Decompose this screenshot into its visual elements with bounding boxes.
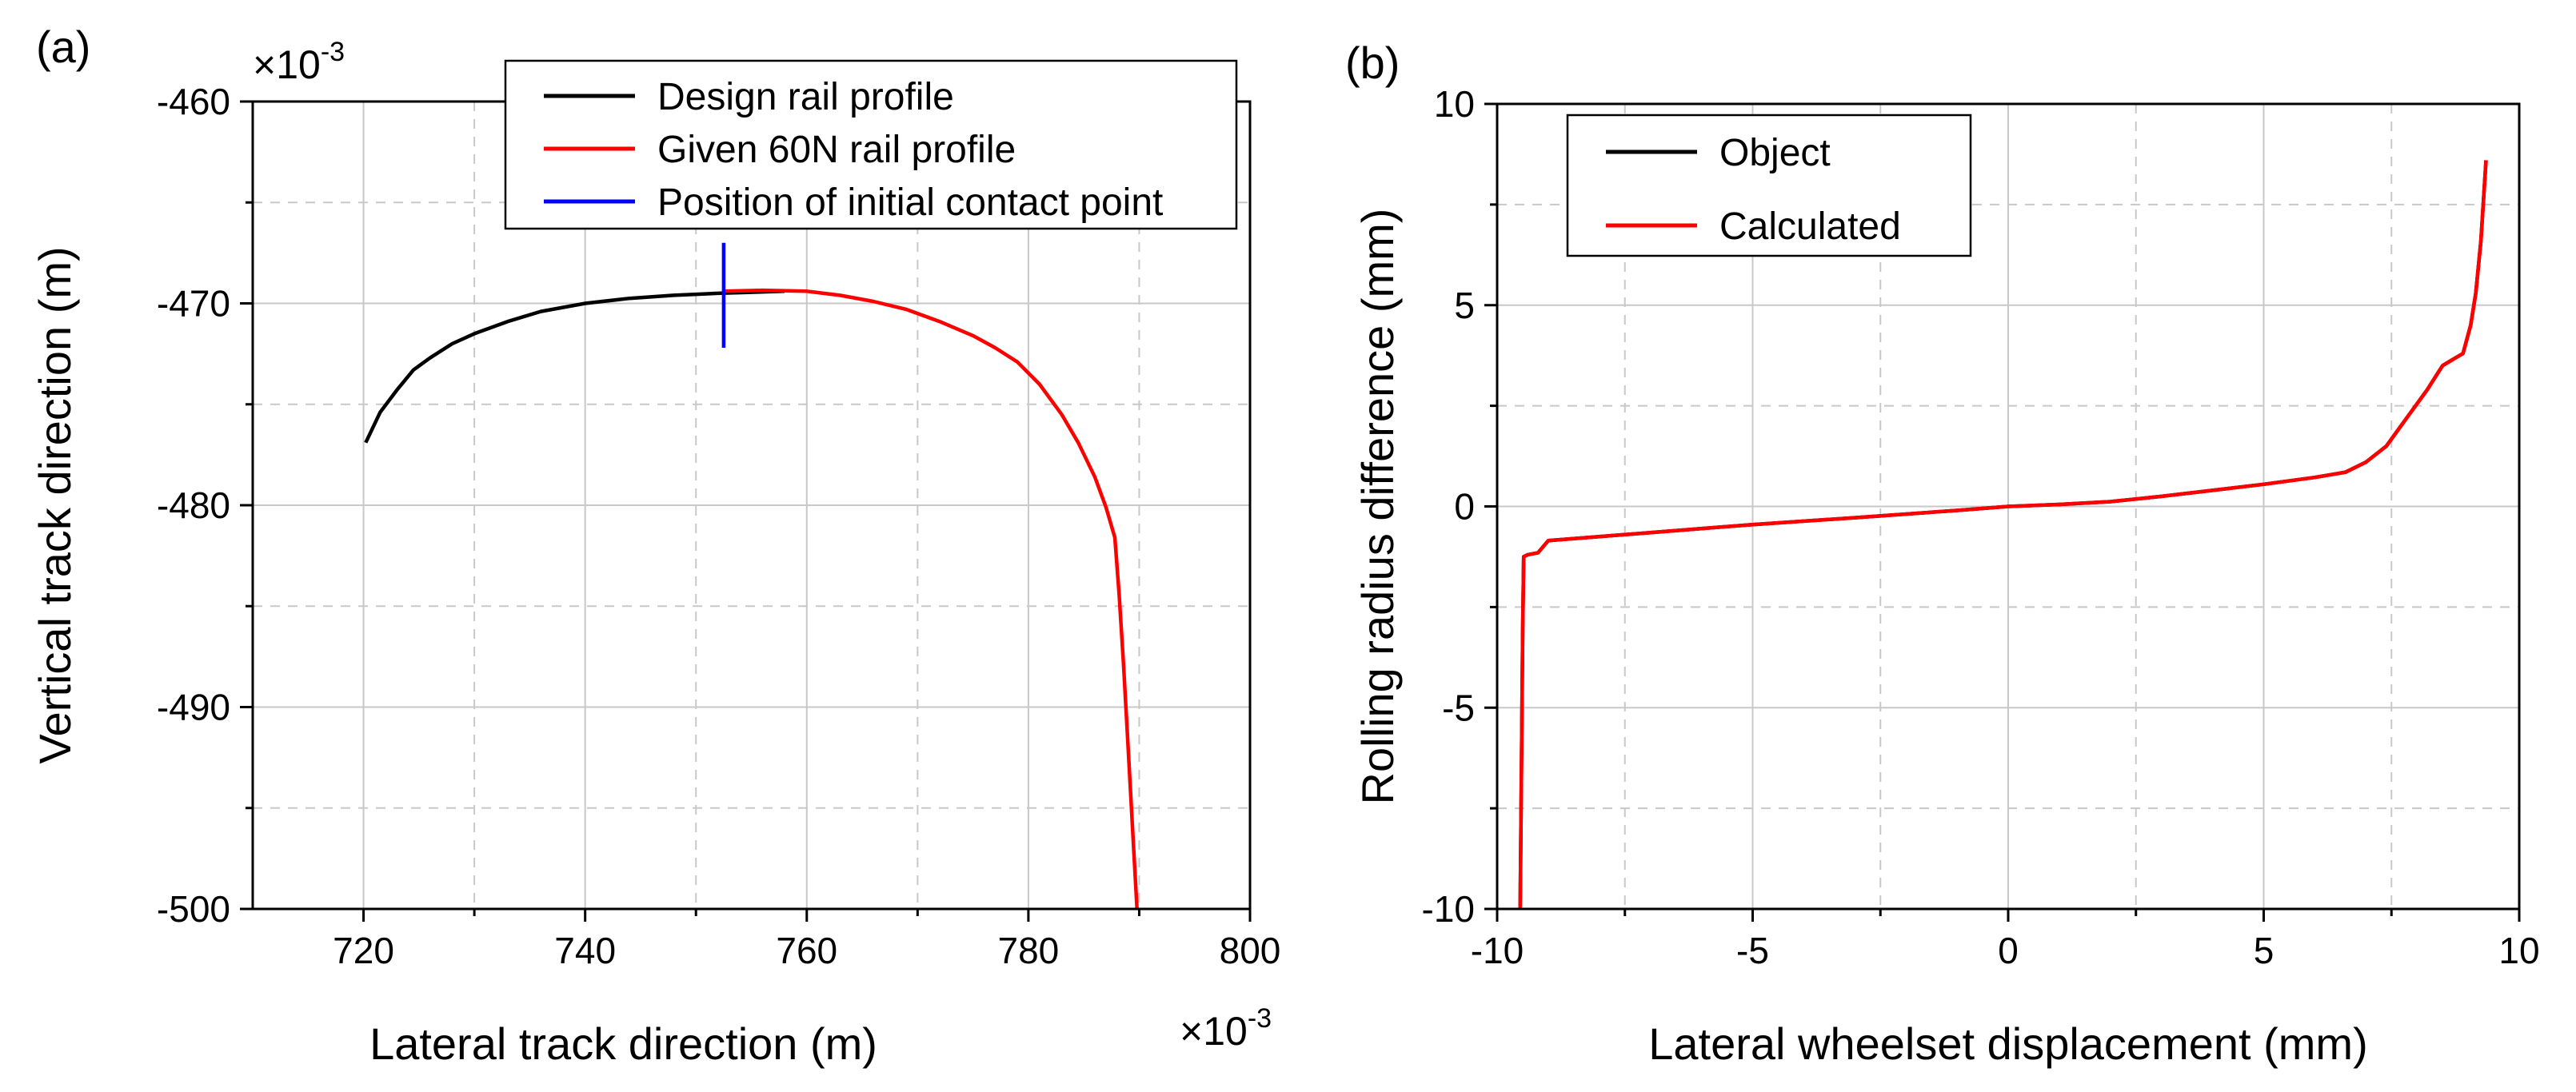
legend-entry-label: Given 60N rail profile bbox=[657, 129, 1016, 171]
y-axis-label: Rolling radius difference (mm) bbox=[1352, 209, 1403, 805]
y-tick-label: -470 bbox=[157, 283, 230, 325]
gridlines bbox=[253, 102, 1250, 909]
x-multiplier-base: ×10 bbox=[1180, 1009, 1248, 1054]
x-multiplier-exponent: -3 bbox=[1248, 1003, 1272, 1034]
ticks: -10 -5 0 5 10 -10 -5 0 5 10 bbox=[1422, 83, 2540, 971]
legend-entry-label: Calculated bbox=[1719, 205, 1901, 248]
series-line-design-rail-profile bbox=[364, 289, 785, 444]
x-tick-label: 760 bbox=[776, 930, 837, 971]
x-tick-label: 5 bbox=[2254, 930, 2274, 971]
y-tick-label: -490 bbox=[157, 687, 230, 728]
legend-box bbox=[1566, 114, 1972, 257]
y-axis-label: Vertical track direction (m) bbox=[30, 246, 80, 763]
x-tick-label: 720 bbox=[333, 930, 394, 971]
x-tick-label: 0 bbox=[1998, 930, 2019, 971]
series-line-given-60n-rail-profile bbox=[723, 288, 1139, 910]
y-multiplier-base: ×10 bbox=[253, 42, 321, 87]
x-axis-multiplier: ×10-3 bbox=[1180, 1003, 1272, 1054]
legend-entry-label: Position of initial contact point bbox=[657, 181, 1163, 224]
legend: Design rail profile Given 60N rail profil… bbox=[504, 59, 1238, 230]
series-group bbox=[1518, 160, 2488, 910]
x-tick-label: -5 bbox=[1736, 930, 1769, 971]
x-axis-label: Lateral wheelset displacement (mm) bbox=[1648, 1018, 2367, 1069]
x-tick-label: -10 bbox=[1471, 930, 1524, 971]
y-tick-label: -5 bbox=[1442, 687, 1475, 728]
x-tick-label: 10 bbox=[2498, 930, 2539, 971]
series-group bbox=[364, 242, 1139, 910]
y-tick-label: 0 bbox=[1454, 486, 1475, 528]
y-axis-multiplier: ×10-3 bbox=[253, 37, 345, 87]
y-tick-label: -460 bbox=[157, 81, 230, 122]
y-tick-label: 10 bbox=[1434, 83, 1475, 125]
legend: Object Calculated bbox=[1566, 114, 1972, 257]
x-tick-label: 800 bbox=[1220, 930, 1281, 971]
series-line-calculated bbox=[1518, 160, 2488, 910]
y-multiplier-exponent: -3 bbox=[321, 37, 345, 67]
panel-label: (a) bbox=[36, 22, 90, 72]
y-tick-label: 5 bbox=[1454, 285, 1475, 326]
legend-entry-label: Design rail profile bbox=[657, 76, 954, 118]
panel-label: (b) bbox=[1345, 38, 1400, 88]
x-axis-label: Lateral track direction (m) bbox=[369, 1018, 877, 1069]
legend-entry-label: Object bbox=[1719, 132, 1831, 174]
panel-b: -10 -5 0 5 10 -10 -5 0 5 10 Lateral wheelset displ… bbox=[1345, 38, 2540, 1069]
y-tick-label: -480 bbox=[157, 484, 230, 526]
x-tick-label: 780 bbox=[998, 930, 1060, 971]
series-line-object bbox=[1518, 160, 2488, 910]
x-tick-label: 740 bbox=[554, 930, 616, 971]
y-tick-label: -500 bbox=[157, 888, 230, 930]
y-tick-label: -10 bbox=[1422, 888, 1475, 930]
panel-a: 720 740 760 780 800 -500 -490 -480 -470 -460 Later… bbox=[30, 22, 1280, 1069]
ticks: 720 740 760 780 800 -500 -490 -480 -470 -460 bbox=[157, 81, 1280, 971]
